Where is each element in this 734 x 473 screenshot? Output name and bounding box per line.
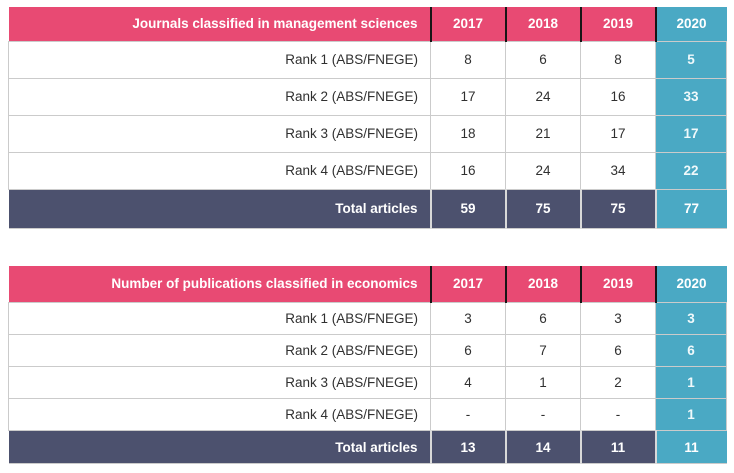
total-label: Total articles <box>8 188 431 229</box>
row-label: Rank 2 (ABS/FNEGE) <box>8 334 431 367</box>
cell-value: 4 <box>430 366 506 399</box>
economics-table: Number of publications classified in eco… <box>8 265 727 464</box>
cell-value: 8 <box>430 40 506 79</box>
cell-value: 6 <box>505 302 581 335</box>
year-header-2017: 2017 <box>429 7 506 41</box>
cell-value: 34 <box>580 151 656 190</box>
table-row-rank2: Rank 2 (ABS/FNEGE) 6 7 6 6 <box>8 334 727 367</box>
cell-value: 24 <box>505 77 581 116</box>
total-value: 59 <box>429 188 506 229</box>
cell-value-2020: 22 <box>655 151 727 190</box>
total-value: 14 <box>504 430 581 464</box>
cell-value: 24 <box>505 151 581 190</box>
cell-value: 6 <box>505 40 581 79</box>
row-label: Rank 4 (ABS/FNEGE) <box>8 398 431 431</box>
cell-value: 8 <box>580 40 656 79</box>
year-header-2019: 2019 <box>579 265 656 303</box>
table-title: Journals classified in management scienc… <box>8 7 431 41</box>
cell-value: 7 <box>505 334 581 367</box>
cell-value-2020: 6 <box>655 334 727 367</box>
management-sciences-table: Journals classified in management scienc… <box>8 7 727 229</box>
cell-value: 1 <box>505 366 581 399</box>
cell-value-2020: 3 <box>655 302 727 335</box>
year-header-2018: 2018 <box>504 265 581 303</box>
total-value: 75 <box>579 188 656 229</box>
table-row-rank3: Rank 3 (ABS/FNEGE) 4 1 2 1 <box>8 366 727 399</box>
cell-value: 16 <box>580 77 656 116</box>
table-row-rank4: Rank 4 (ABS/FNEGE) 16 24 34 22 <box>8 151 727 190</box>
cell-value-2020: 5 <box>655 40 727 79</box>
cell-value-2020: 1 <box>655 398 727 431</box>
cell-value: - <box>430 398 506 431</box>
total-value-2020: 77 <box>654 188 727 229</box>
row-label: Rank 1 (ABS/FNEGE) <box>8 302 431 335</box>
total-value: 13 <box>429 430 506 464</box>
total-row: Total articles 13 14 11 11 <box>8 430 727 464</box>
cell-value: 21 <box>505 114 581 153</box>
total-label: Total articles <box>8 430 431 464</box>
cell-value: - <box>580 398 656 431</box>
year-header-2020: 2020 <box>654 7 727 41</box>
total-value: 75 <box>504 188 581 229</box>
row-label: Rank 2 (ABS/FNEGE) <box>8 77 431 116</box>
cell-value: 18 <box>430 114 506 153</box>
table-row-rank1: Rank 1 (ABS/FNEGE) 3 6 3 3 <box>8 302 727 335</box>
cell-value-2020: 33 <box>655 77 727 116</box>
year-header-2018: 2018 <box>504 7 581 41</box>
cell-value: 17 <box>580 114 656 153</box>
total-value-2020: 11 <box>654 430 727 464</box>
row-label: Rank 1 (ABS/FNEGE) <box>8 40 431 79</box>
cell-value: 6 <box>580 334 656 367</box>
table-row-rank4: Rank 4 (ABS/FNEGE) - - - 1 <box>8 398 727 431</box>
year-header-2017: 2017 <box>429 265 506 303</box>
cell-value-2020: 17 <box>655 114 727 153</box>
row-label: Rank 3 (ABS/FNEGE) <box>8 366 431 399</box>
row-label: Rank 4 (ABS/FNEGE) <box>8 151 431 190</box>
cell-value: 16 <box>430 151 506 190</box>
year-header-2020: 2020 <box>654 265 727 303</box>
cell-value: - <box>505 398 581 431</box>
cell-value: 6 <box>430 334 506 367</box>
cell-value: 3 <box>580 302 656 335</box>
year-header-2019: 2019 <box>579 7 656 41</box>
cell-value-2020: 1 <box>655 366 727 399</box>
table-title: Number of publications classified in eco… <box>8 265 431 303</box>
table-row-rank3: Rank 3 (ABS/FNEGE) 18 21 17 17 <box>8 114 727 153</box>
header-row: Journals classified in management scienc… <box>8 7 727 41</box>
row-label: Rank 3 (ABS/FNEGE) <box>8 114 431 153</box>
cell-value: 17 <box>430 77 506 116</box>
total-value: 11 <box>579 430 656 464</box>
table-row-rank1: Rank 1 (ABS/FNEGE) 8 6 8 5 <box>8 40 727 79</box>
header-row: Number of publications classified in eco… <box>8 265 727 303</box>
cell-value: 2 <box>580 366 656 399</box>
total-row: Total articles 59 75 75 77 <box>8 188 727 229</box>
table-row-rank2: Rank 2 (ABS/FNEGE) 17 24 16 33 <box>8 77 727 116</box>
cell-value: 3 <box>430 302 506 335</box>
